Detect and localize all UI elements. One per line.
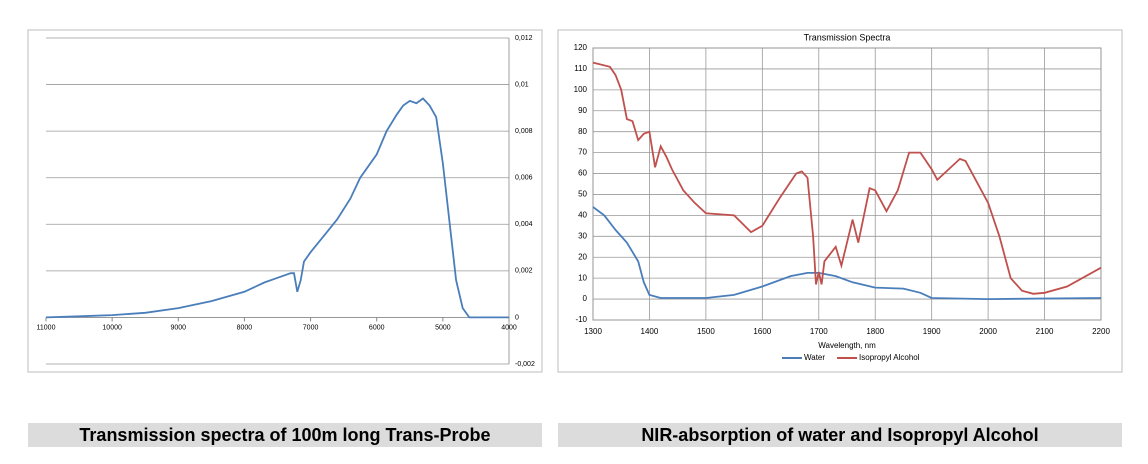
chart-frame <box>27 29 543 373</box>
y-tick-label: 90 <box>578 106 587 115</box>
x-tick-label: 10000 <box>102 324 122 331</box>
y-tick-label: 0,006 <box>515 175 533 182</box>
series-line <box>592 61 1102 295</box>
x-tick-label: 5000 <box>435 324 451 331</box>
y-tick-label: 0,008 <box>515 128 533 135</box>
x-tick-label: 6000 <box>369 324 385 331</box>
x-tick-label: 1900 <box>923 327 941 336</box>
y-tick-label: 0 <box>515 314 519 321</box>
y-tick-label: 0,01 <box>515 81 529 88</box>
chart-frame <box>557 29 1123 373</box>
caption: Transmission spectra of 100m long Trans-… <box>79 425 490 445</box>
legend-label: Isopropyl Alcohol <box>859 353 920 362</box>
caption-bar <box>28 423 542 447</box>
y-tick-label: 0,004 <box>515 221 533 228</box>
x-tick-label: 7000 <box>303 324 319 331</box>
y-tick-label: 30 <box>578 231 587 240</box>
legend-label: Water <box>804 353 825 362</box>
series-line <box>592 206 1102 301</box>
chart-title: Transmission Spectra <box>804 32 891 42</box>
x-tick-label: 2100 <box>1036 327 1054 336</box>
x-tick-label: 4000 <box>501 324 517 331</box>
y-tick-label: 0,012 <box>515 35 533 42</box>
y-tick-label: 110 <box>574 64 587 73</box>
y-tick-label: 100 <box>574 85 588 94</box>
x-tick-label: 1700 <box>810 327 828 336</box>
y-tick-label: 0 <box>583 294 588 303</box>
y-tick-label: 80 <box>578 127 587 136</box>
x-tick-label: 1800 <box>866 327 884 336</box>
series-line <box>45 97 509 319</box>
caption: NIR-absorption of water and Isopropyl Al… <box>641 425 1038 445</box>
x-tick-label: 2200 <box>1092 327 1110 336</box>
y-tick-label: -0,002 <box>515 361 535 368</box>
y-tick-label: 120 <box>574 43 588 52</box>
x-tick-label: 1600 <box>753 327 771 336</box>
x-tick-label: 2000 <box>979 327 997 336</box>
x-tick-label: 1300 <box>584 327 602 336</box>
y-tick-label: 70 <box>578 148 587 157</box>
y-tick-label: 10 <box>578 273 587 282</box>
x-tick-label: 1500 <box>697 327 715 336</box>
y-tick-label: 40 <box>578 210 587 219</box>
x-tick-label: 1400 <box>641 327 659 336</box>
x-tick-label: 9000 <box>170 324 186 331</box>
x-tick-label: 8000 <box>237 324 253 331</box>
caption-bar <box>558 423 1122 447</box>
y-tick-label: 0,002 <box>515 268 533 275</box>
y-tick-label: -10 <box>575 315 587 324</box>
x-axis-label: Wavelength, nm <box>818 341 876 350</box>
y-tick-label: 60 <box>578 169 587 178</box>
x-tick-label: 11000 <box>37 324 56 331</box>
y-tick-label: 20 <box>578 252 587 261</box>
y-tick-label: 50 <box>578 190 587 199</box>
